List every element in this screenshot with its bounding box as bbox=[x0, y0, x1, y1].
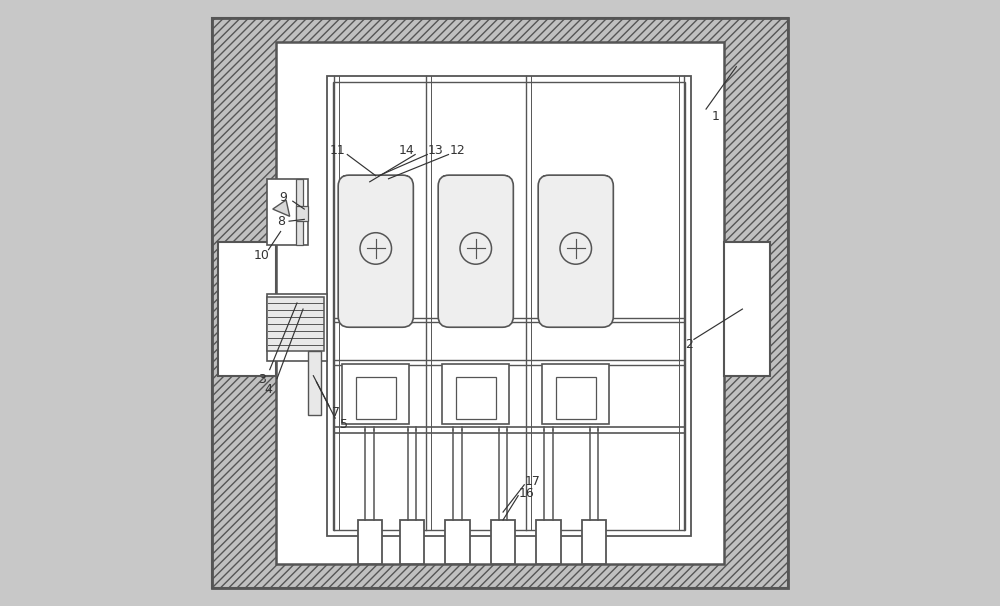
Bar bbox=[724, 242, 770, 376]
Bar bbox=[556, 377, 596, 419]
Bar bbox=[445, 520, 470, 564]
Bar bbox=[267, 297, 324, 351]
FancyBboxPatch shape bbox=[438, 175, 513, 327]
Text: 4: 4 bbox=[265, 382, 272, 396]
Text: 13: 13 bbox=[428, 144, 444, 157]
Bar bbox=[491, 520, 515, 564]
Bar bbox=[296, 179, 303, 245]
Text: 7: 7 bbox=[332, 405, 340, 419]
Text: 14: 14 bbox=[399, 144, 415, 157]
Text: 17: 17 bbox=[525, 475, 541, 488]
FancyBboxPatch shape bbox=[338, 175, 413, 327]
Bar bbox=[536, 520, 561, 564]
Bar bbox=[358, 520, 382, 564]
Bar bbox=[582, 520, 606, 564]
Text: 5: 5 bbox=[340, 418, 348, 431]
Text: 11: 11 bbox=[330, 144, 345, 157]
Bar bbox=[356, 377, 396, 419]
Text: 2: 2 bbox=[685, 338, 693, 351]
Text: 9: 9 bbox=[280, 191, 288, 204]
Bar bbox=[444, 176, 507, 321]
Bar bbox=[276, 42, 724, 564]
Text: 16: 16 bbox=[519, 487, 535, 500]
Bar bbox=[308, 351, 321, 415]
Text: 8: 8 bbox=[277, 215, 285, 228]
Bar bbox=[544, 176, 607, 321]
Bar bbox=[267, 179, 308, 245]
Polygon shape bbox=[273, 200, 290, 216]
Bar bbox=[327, 76, 691, 536]
Text: 10: 10 bbox=[253, 249, 269, 262]
Bar bbox=[400, 520, 424, 564]
Bar bbox=[218, 242, 276, 376]
Bar bbox=[342, 364, 409, 424]
FancyBboxPatch shape bbox=[538, 175, 613, 327]
Bar bbox=[456, 377, 496, 419]
Bar bbox=[542, 364, 609, 424]
Text: 3: 3 bbox=[259, 373, 266, 386]
Bar bbox=[442, 364, 509, 424]
Bar bbox=[333, 82, 685, 530]
Bar bbox=[344, 176, 407, 321]
Text: 1: 1 bbox=[712, 110, 720, 123]
Text: 12: 12 bbox=[450, 144, 465, 157]
Bar bbox=[267, 294, 327, 361]
Bar bbox=[296, 206, 308, 221]
